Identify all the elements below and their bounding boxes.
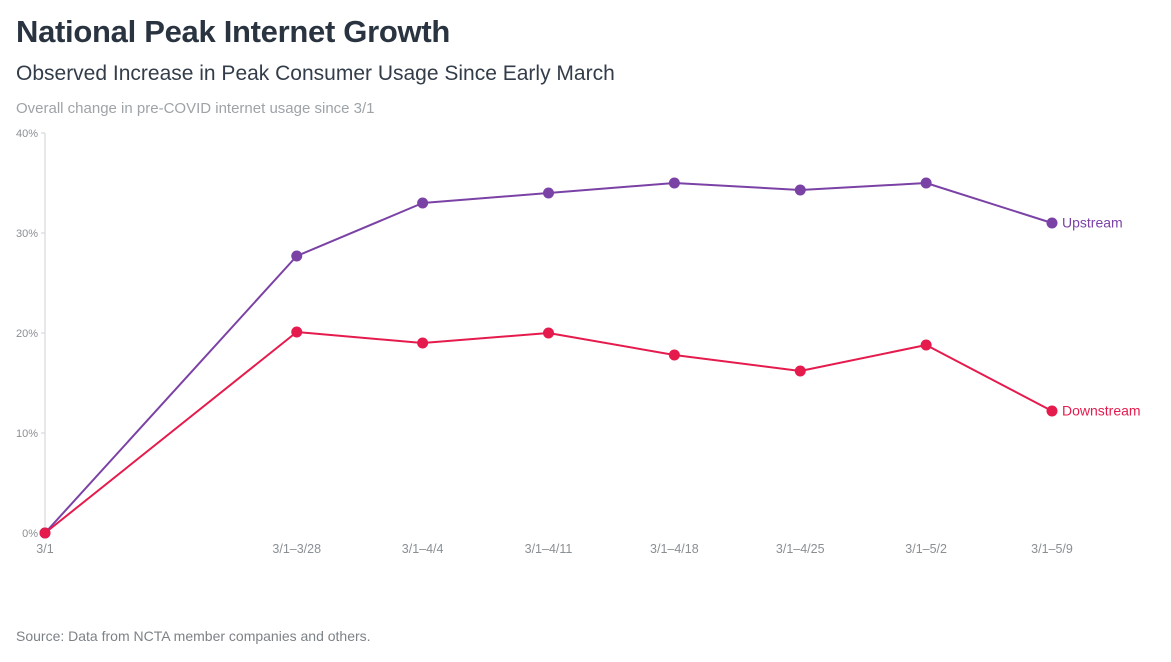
y-tick-label: 30% <box>16 228 38 240</box>
y-tick-label: 0% <box>22 528 38 540</box>
upstream-point <box>1046 217 1058 229</box>
downstream-point <box>543 327 554 339</box>
line-chart: 0% 10% 20% 30% 40% 3/1 3/1–3/28 3/1–4/4 3/1–4/11… <box>16 125 1155 570</box>
x-tick-label: 3/1–4/4 <box>402 542 444 556</box>
x-tick-label: 3/1 <box>36 542 53 556</box>
downstream-point <box>291 326 303 338</box>
y-tick-label: 40% <box>16 128 38 140</box>
upstream-point <box>668 177 680 189</box>
upstream-point <box>920 177 932 189</box>
upstream-series-label: Upstream <box>1062 215 1123 231</box>
downstream-point <box>39 527 51 539</box>
x-tick-label: 3/1–5/2 <box>905 542 947 556</box>
chart-note: Overall change in pre-COVID internet usa… <box>16 100 375 117</box>
y-tick-label: 20% <box>16 328 38 340</box>
x-tick-label: 3/1–4/18 <box>650 542 699 556</box>
chart-subtitle: Observed Increase in Peak Consumer Usage… <box>16 62 615 85</box>
downstream-point <box>417 337 429 349</box>
downstream-point <box>794 365 806 377</box>
downstream-point <box>1046 405 1058 417</box>
source-note: Source: Data from NCTA member companies … <box>16 628 371 644</box>
downstream-point <box>920 339 932 351</box>
x-tick-label: 3/1–4/11 <box>525 542 573 556</box>
x-tick-label: 3/1–4/25 <box>776 542 825 556</box>
downstream-line <box>44 331 1053 534</box>
y-tick-label: 10% <box>16 428 38 440</box>
upstream-point <box>417 197 429 209</box>
downstream-series-label: Downstream <box>1062 403 1141 419</box>
x-tick-label: 3/1–3/28 <box>272 542 321 556</box>
chart-canvas: 0% 10% 20% 30% 40% 3/1 3/1–3/28 3/1–4/4 3/1–4/11… <box>16 128 1141 556</box>
x-tick-label: 3/1–5/9 <box>1031 542 1073 556</box>
upstream-point <box>543 187 554 199</box>
chart-title: National Peak Internet Growth <box>16 14 450 49</box>
upstream-point <box>794 184 806 196</box>
upstream-line <box>44 182 1053 534</box>
downstream-point <box>668 349 680 361</box>
upstream-point <box>291 250 303 262</box>
